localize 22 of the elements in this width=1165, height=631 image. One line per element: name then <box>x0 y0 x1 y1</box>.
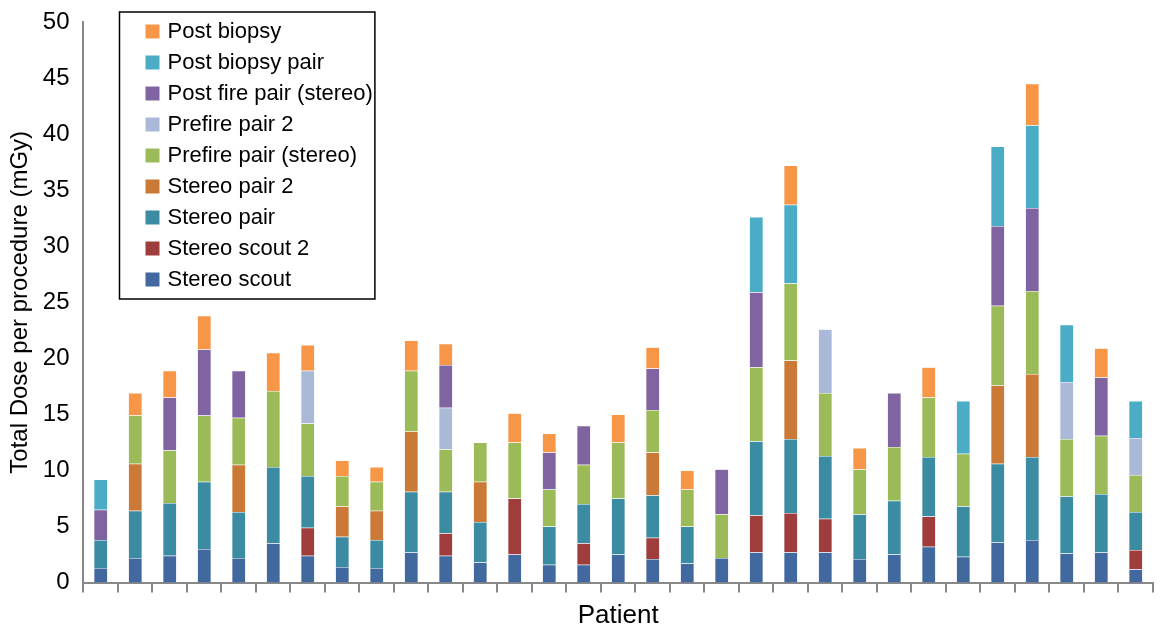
legend-label: Stereo pair 2 <box>167 172 294 198</box>
y-tick-label: 0 <box>56 567 70 595</box>
legend-label: Post biopsy pair <box>167 48 325 74</box>
x-axis-title: Patient <box>577 598 660 629</box>
legend-label: Stereo scout <box>167 265 292 291</box>
y-tick-label: 5 <box>56 511 70 539</box>
legend-label: Stereo scout 2 <box>167 234 310 260</box>
legend-label: Post biopsy <box>167 17 282 43</box>
y-axis-title: Total Dose per procedure (mGy) <box>5 130 33 474</box>
y-tick-label: 35 <box>42 174 70 202</box>
y-tick-label: 15 <box>42 399 70 427</box>
legend-label: Stereo pair <box>167 203 276 229</box>
legend-label: Prefire pair (stereo) <box>167 141 358 167</box>
y-tick-label: 10 <box>42 455 70 483</box>
y-tick-label: 40 <box>42 118 70 146</box>
y-tick-label: 20 <box>42 342 70 370</box>
y-tick-label: 30 <box>42 230 70 258</box>
y-tick-label: 50 <box>42 6 70 34</box>
legend-label: Prefire pair 2 <box>167 110 294 136</box>
y-tick-label: 25 <box>42 286 70 314</box>
y-tick-label: 45 <box>42 62 70 90</box>
legend-label: Post fire pair (stereo) <box>167 79 373 105</box>
